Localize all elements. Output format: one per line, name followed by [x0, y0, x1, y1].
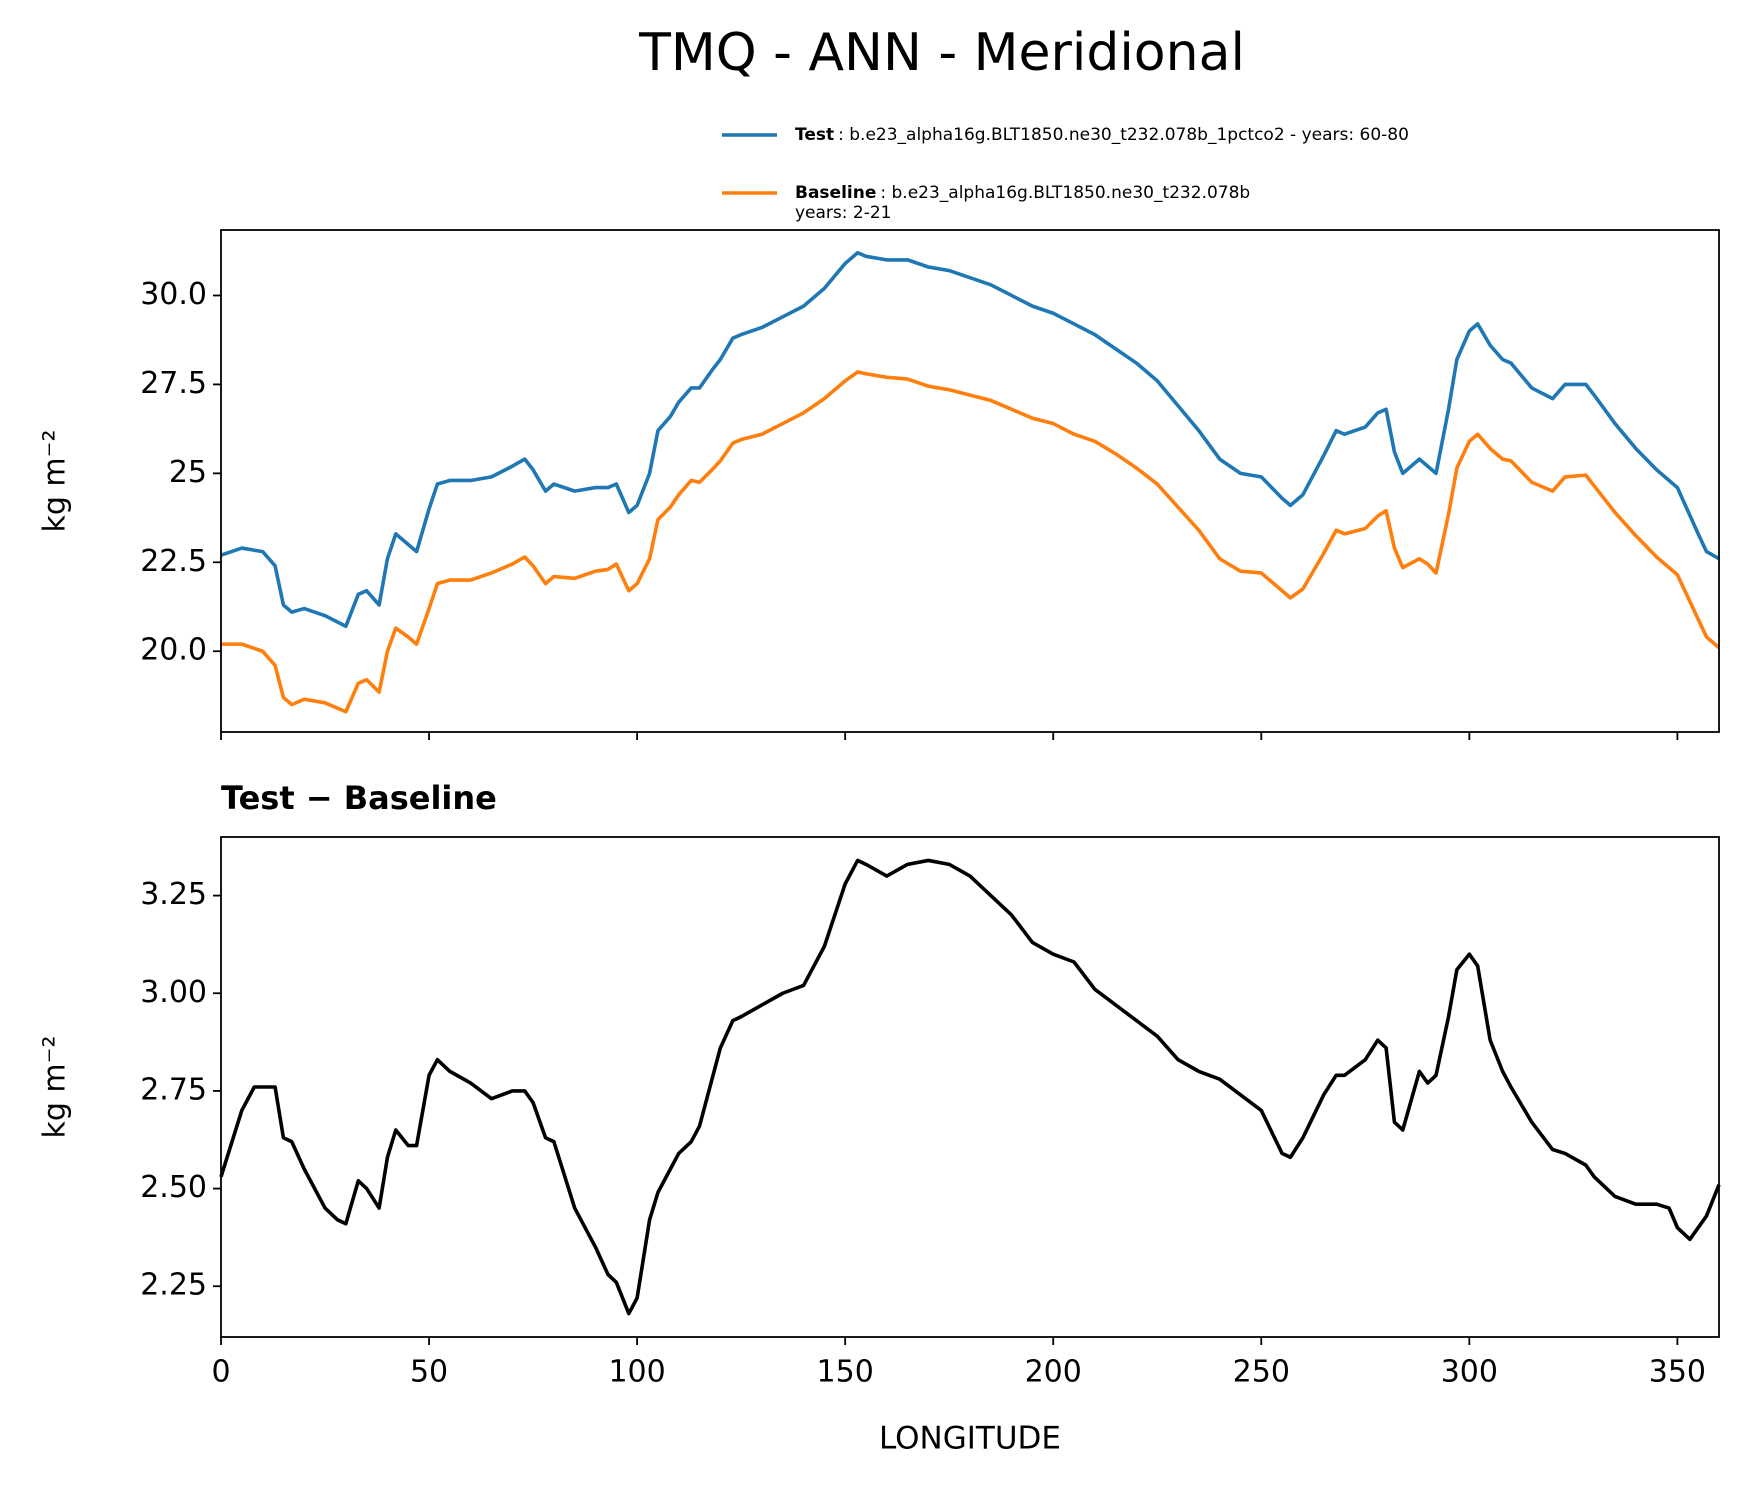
legend-description: : b.e23_alpha16g.BLT1850.ne30_t232.078b — [880, 183, 1250, 203]
plot-frame — [220, 836, 1720, 1338]
x-tick-label: 0 — [211, 1355, 230, 1390]
x-tick-label: 250 — [1233, 1355, 1290, 1390]
plot-frame — [220, 229, 1720, 733]
x-tick-label: 300 — [1441, 1355, 1498, 1390]
legend-name: Test — [795, 125, 834, 145]
y-tick-label: 2.50 — [140, 1170, 207, 1205]
x-tick-label: 150 — [817, 1355, 874, 1390]
y-tick-label: 20.0 — [140, 633, 207, 668]
y-tick-label: 2.25 — [140, 1268, 207, 1303]
x-tick-label: 200 — [1025, 1355, 1082, 1390]
y-tick-label: 30.0 — [140, 277, 207, 312]
y-tick-label: 2.75 — [140, 1072, 207, 1107]
y-axis-label: kg m⁻² — [38, 1035, 73, 1138]
legend-description: years: 2-21 — [795, 203, 892, 223]
figure-title: TMQ - ANN - Meridional — [638, 23, 1245, 83]
legend-entry: Baseline: b.e23_alpha16g.BLT1850.ne30_t2… — [795, 183, 1250, 203]
y-tick-label: 3.25 — [140, 877, 207, 912]
y-axis-label: kg m⁻² — [38, 429, 73, 532]
x-tick-label: 100 — [608, 1355, 665, 1390]
data-line — [221, 370, 1721, 714]
y-tick-label: 25 — [169, 455, 207, 490]
y-tick-label: 27.5 — [140, 366, 207, 401]
data-line — [220, 250, 1720, 629]
x-tick-label: 50 — [410, 1355, 448, 1390]
y-tick-label: 22.5 — [140, 544, 207, 579]
data-line — [219, 858, 1721, 1316]
x-tick-label: 350 — [1649, 1355, 1706, 1390]
panel-title: Test − Baseline — [221, 779, 497, 817]
y-tick-label: 3.00 — [140, 975, 207, 1010]
legend-entry: Test: b.e23_alpha16g.BLT1850.ne30_t232.0… — [795, 125, 1409, 145]
x-axis-label: LONGITUDE — [879, 1421, 1061, 1457]
legend-description: : b.e23_alpha16g.BLT1850.ne30_t232.078b_… — [838, 125, 1409, 145]
legend-name: Baseline — [795, 183, 876, 203]
